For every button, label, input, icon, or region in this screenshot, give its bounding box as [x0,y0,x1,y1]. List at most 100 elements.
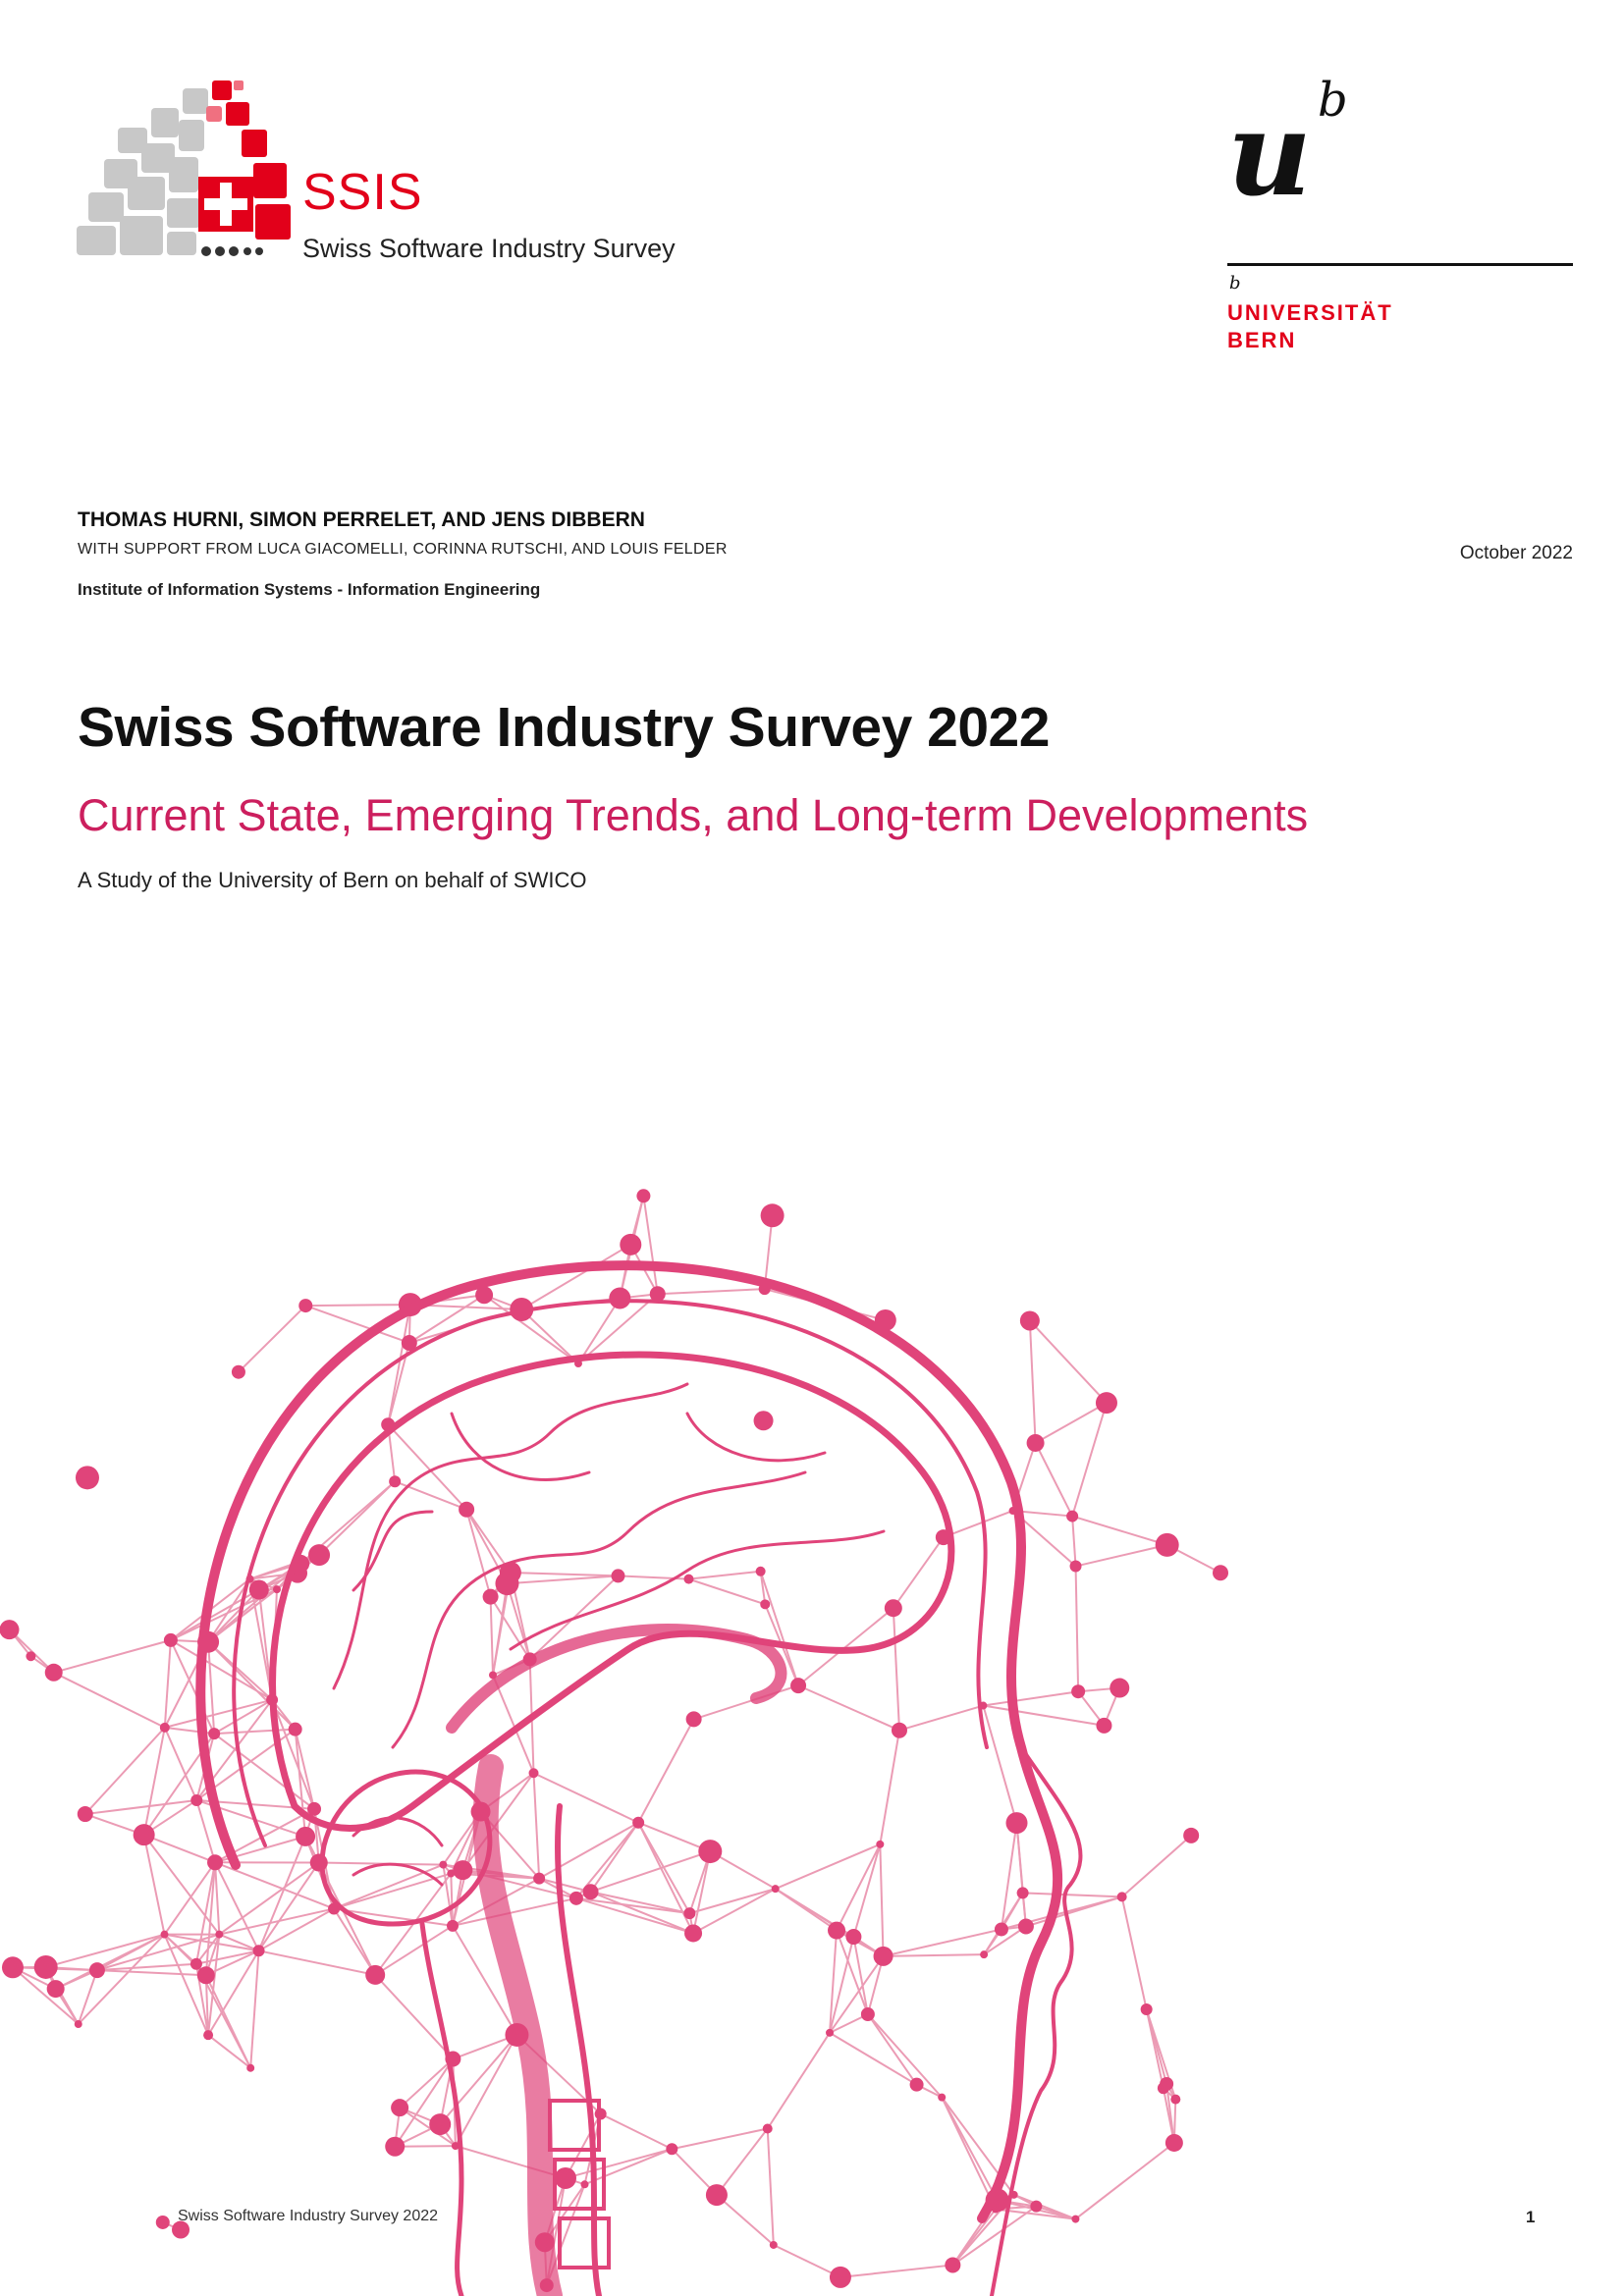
network-node [760,1599,771,1610]
network-edge [55,1933,165,1990]
network-edge [213,1698,273,1735]
support-credits: WITH SUPPORT FROM LUCA GIACOMELLI, CORIN… [78,541,728,558]
network-node [683,1907,696,1920]
network-node [845,1929,862,1946]
network-node [683,1574,694,1584]
network-node [159,1722,170,1733]
network-node [189,1957,202,1970]
document-title: Swiss Software Industry Survey 2022 [78,696,1050,759]
network-edge [1145,2008,1168,2085]
network-node [945,2257,961,2273]
network-edge [257,1836,307,1951]
network-edge [766,2032,831,2130]
network-node [1071,2215,1080,2223]
network-edge [163,1639,172,1728]
network-edge [395,2145,456,2148]
network-edge [142,1727,166,1836]
network-edge [1028,1320,1037,1444]
network-edge [333,1907,454,1927]
network-edge [836,1930,869,2015]
network-node [994,1922,1008,1937]
network-node [439,1860,448,1869]
network-node [1071,1684,1086,1699]
network-edge [194,1862,217,1964]
network-edge [773,2244,841,2278]
network-node [155,2215,170,2229]
network-node [1030,2200,1043,2213]
network-node [1095,1392,1117,1415]
network-edge [637,1821,711,1853]
network-edge [879,1843,885,1956]
network-node [163,1632,178,1647]
network-edge [867,2013,918,2086]
network-node [451,2142,460,2151]
network-node [1019,1310,1040,1331]
network-edge [294,1729,307,1837]
network-node [580,2180,589,2189]
network-edge [53,1671,166,1729]
network-node [88,1962,105,1979]
network-edge [305,1304,410,1308]
network-edge [688,1577,766,1606]
network-edge [1074,2142,1175,2220]
network-node [891,1722,907,1738]
network-edge [709,1850,777,1891]
network-edge [207,1641,297,1731]
network-edge [1022,1892,1122,1898]
network-edge [565,2112,602,2179]
network-edge [590,1891,694,1935]
network-edge [452,1896,577,1927]
network-edge [892,1608,900,1731]
network-edge [78,1933,166,2025]
network-node [231,1364,245,1379]
network-edge [318,1480,396,1556]
network-edge [452,1925,518,2036]
network-edge [204,1975,210,2036]
network-edge [893,1536,945,1609]
network-node [203,2030,214,2041]
network-node [1066,1510,1079,1522]
network-edge [1001,1892,1024,1930]
network-edge [207,1578,251,1643]
network-edge [689,1888,776,1915]
network-edge [169,1639,216,1735]
network-node [133,1824,155,1846]
network-node [482,1588,499,1605]
network-edge [394,2057,455,2148]
network-edge [164,1933,259,1952]
network-node [1096,1717,1112,1734]
network-node [429,2113,452,2136]
network-edge [248,1578,274,1700]
network-node [1016,1887,1029,1899]
network-edge [829,2031,918,2086]
network-node [1069,1560,1082,1573]
network-node [207,1854,224,1871]
network-edge [163,1934,210,2036]
network-edge [797,1607,894,1686]
network-node [771,1885,780,1894]
network-edge [507,1575,619,1585]
network-node [620,1233,642,1255]
network-node [447,1869,456,1878]
network-edge [294,1729,315,1810]
network-edge [374,1924,454,1976]
network-edge [829,1955,885,2034]
publication-date: October 2022 [1459,543,1573,563]
network-edge [218,1933,259,1952]
network-edge [1120,1896,1148,2010]
network-edge [775,1888,838,1932]
network-edge [492,1675,535,1774]
network-edge [898,1704,984,1732]
network-edge [692,1888,777,1935]
network-node [288,1722,302,1736]
network-node [611,1569,625,1583]
network-edge [465,1509,492,1597]
network-edge [759,1571,800,1686]
network-node [446,1919,459,1932]
network-edge [1120,1835,1192,1898]
network-edge [983,1690,1079,1707]
ssis-wordmark: SSIS [302,164,423,221]
network-edge [333,1907,377,1976]
network-edge [204,1974,252,2069]
network-edge [775,1842,881,1891]
